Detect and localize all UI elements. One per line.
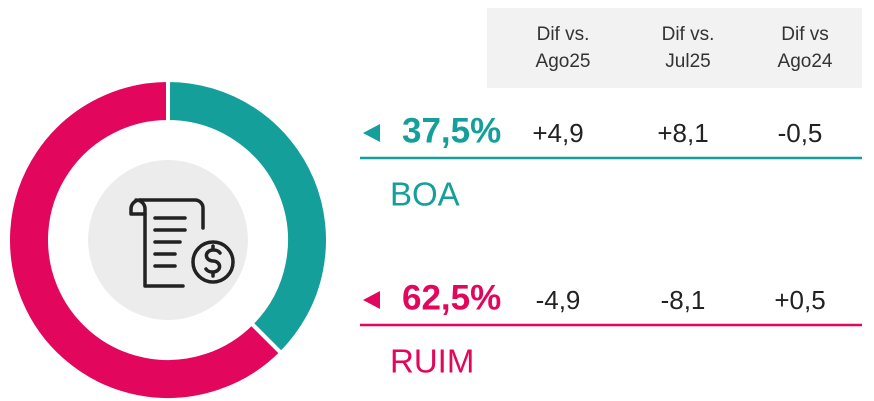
category-label: BOA (390, 176, 460, 213)
column-header: Jul25 (665, 51, 710, 72)
diff-value: -0,5 (778, 118, 823, 148)
donut-segment (166, 77, 330, 356)
category-label: RUIM (390, 343, 474, 380)
column-header: Ago24 (778, 51, 833, 72)
indicator-arrow (363, 124, 380, 142)
donut-segment (6, 77, 284, 401)
donut (6, 77, 330, 401)
diff-value: -8,1 (661, 285, 706, 315)
diff-value: +8,1 (657, 118, 708, 148)
column-header: Dif vs (781, 24, 829, 45)
indicator-arrow (363, 291, 380, 309)
icon-background (88, 160, 248, 320)
diff-value: +0,5 (774, 285, 825, 315)
header-background (487, 8, 862, 88)
percent-label: 37,5% (402, 111, 501, 150)
invoice-icon (129, 198, 235, 288)
percent-label: 62,5% (402, 278, 501, 317)
column-header: Dif vs. (662, 24, 715, 45)
column-header: Dif vs. (537, 24, 590, 45)
diff-value: -4,9 (536, 285, 581, 315)
diff-value: +4,9 (532, 118, 583, 148)
column-header: Ago25 (536, 51, 591, 72)
